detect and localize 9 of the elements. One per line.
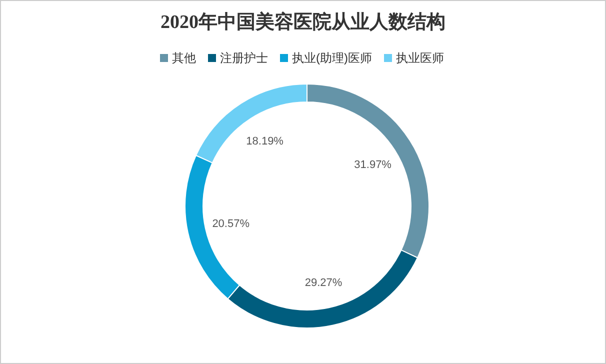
data-label: 18.19% xyxy=(246,135,284,148)
legend-label: 注册护士 xyxy=(220,51,268,65)
chart-title: 2020年中国美容医院从业人数结构 xyxy=(160,11,446,33)
data-label: 31.97% xyxy=(354,159,392,172)
legend-label: 执业(助理)医师 xyxy=(292,51,372,65)
data-label: 29.27% xyxy=(304,277,342,290)
data-label: 20.57% xyxy=(212,218,250,230)
legend-label: 其他 xyxy=(172,51,196,65)
legend-label: 执业医师 xyxy=(396,51,444,65)
